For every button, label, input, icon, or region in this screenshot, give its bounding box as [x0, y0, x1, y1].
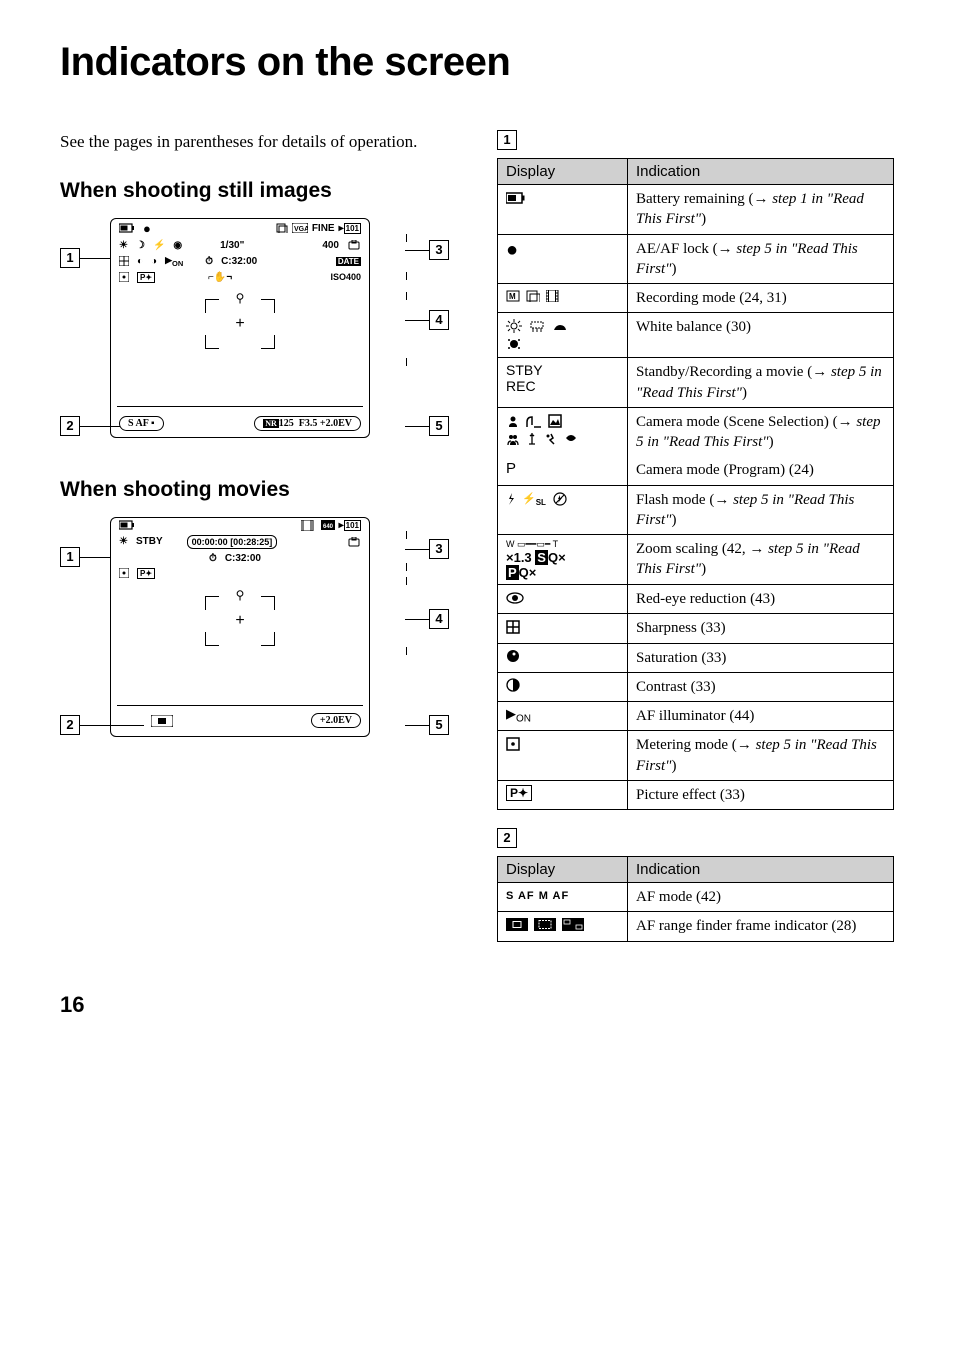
scene-icons	[506, 412, 619, 430]
flash-icons: ⚡SL	[506, 490, 619, 509]
metering-icon	[506, 737, 520, 751]
th-indication-2: Indication	[628, 857, 894, 883]
table-row: ▶ON AF illuminator (44)	[498, 702, 894, 731]
table1-marker: 1	[497, 130, 517, 150]
callout-2-m: 2	[60, 715, 80, 735]
af-frame-m: ⚲ +	[205, 596, 275, 646]
table-row: Red-eye reduction (43)	[498, 585, 894, 614]
saturation-icon	[506, 649, 520, 663]
table-row: Camera mode (Scene Selection) (→ step 5 …	[498, 407, 894, 456]
table-row: P✦ Picture effect (33)	[498, 780, 894, 809]
callout-4: 4	[429, 310, 449, 330]
still-screen: ● VGA FINE ▸101 ☀☽ ⚡◉ 1/30" 400	[110, 218, 370, 438]
table-row: STBY REC Standby/Recording a movie (→ st…	[498, 358, 894, 408]
af-mode-label: S AF M AF	[506, 890, 569, 902]
movies-heading: When shooting movies	[60, 478, 457, 502]
battery-icon	[119, 520, 135, 530]
th-display-2: Display	[498, 857, 628, 883]
callout-1-m: 1	[60, 547, 80, 567]
callout-5-m: 5	[429, 715, 449, 735]
callout-1: 1	[60, 248, 80, 268]
zoom-scale-icons: W ▭━━▭━ T ×1.3 SQ× PQ×	[506, 539, 619, 580]
contrast-icon	[506, 678, 520, 692]
svg-text:VGA: VGA	[294, 226, 308, 233]
ev-pill: +2.0EV	[311, 713, 361, 728]
battery-icon	[119, 223, 135, 233]
wb-icons	[506, 317, 619, 335]
still-diagram: 1 2 3 4 5 ● VGA	[60, 218, 457, 438]
table-2: Display Indication S AF M AF AF mode (42…	[497, 856, 894, 942]
table-row: M Recording mode (24, 31)	[498, 284, 894, 313]
table-row: S AF M AF AF mode (42)	[498, 883, 894, 912]
callout-3-m: 3	[429, 539, 449, 559]
callout-2: 2	[60, 416, 80, 436]
callout-3: 3	[429, 240, 449, 260]
redeye-icon	[506, 591, 524, 605]
table-row: ⚡SL Flash mode (→ step 5 in "Read This F…	[498, 485, 894, 535]
nr-pill: NR125 F3.5 +2.0EV	[254, 416, 361, 431]
svg-text:640: 640	[323, 524, 334, 530]
table-row: W ▭━━▭━ T ×1.3 SQ× PQ× Zoom scaling (42,…	[498, 535, 894, 585]
dot-icon: ●	[506, 239, 518, 261]
p-mode-icon: P	[506, 460, 516, 477]
table-row: Metering mode (→ step 5 in "Read This Fi…	[498, 731, 894, 781]
still-heading: When shooting still images	[60, 179, 457, 203]
movie-screen: 640 ▸101 ☀ STBY 00:00:00 [00:28:25] ⏱ C:…	[110, 517, 370, 737]
table-row: Battery remaining (→ step 1 in "Read Thi…	[498, 185, 894, 235]
stby-label: STBY	[506, 362, 619, 378]
th-display: Display	[498, 159, 628, 185]
right-column: 1 Display Indication Battery remaining (…	[497, 130, 894, 942]
table2-marker: 2	[497, 828, 517, 848]
rec-mode-icons: M	[506, 288, 619, 304]
af-illum-icon: ▶ON	[506, 706, 531, 721]
incandescent-icon	[506, 337, 522, 351]
table-row: Contrast (33)	[498, 672, 894, 701]
sharpness-icon	[506, 620, 520, 634]
left-column: See the pages in parentheses for details…	[60, 130, 457, 942]
intro-text: See the pages in parentheses for details…	[60, 130, 440, 154]
battery-icon	[506, 192, 526, 204]
table-1: Display Indication Battery remaining (→ …	[497, 158, 894, 810]
table-row: Saturation (33)	[498, 643, 894, 672]
table-row: White balance (30)	[498, 313, 894, 358]
pic-effect-icon: P✦	[506, 785, 532, 801]
callout-4-m: 4	[429, 609, 449, 629]
table-row: Sharpness (33)	[498, 614, 894, 643]
callout-5: 5	[429, 416, 449, 436]
af-frame-icons	[506, 916, 619, 933]
page-number: 16	[60, 992, 894, 1018]
saf-pill: S AF ▪	[119, 416, 164, 431]
table-row: P Camera mode (Program) (24)	[498, 456, 894, 485]
svg-text:M: M	[509, 292, 516, 301]
af-frame: ⚲ +	[205, 299, 275, 349]
th-indication: Indication	[628, 159, 894, 185]
table-row: AF range finder frame indicator (28)	[498, 912, 894, 941]
movie-diagram: 1 2 3 4 5 640 ▸101	[60, 517, 457, 737]
rec-label: REC	[506, 378, 619, 394]
page-title: Indicators on the screen	[60, 40, 894, 85]
table-row: ● AE/AF lock (→ step 5 in "Read This Fir…	[498, 234, 894, 284]
